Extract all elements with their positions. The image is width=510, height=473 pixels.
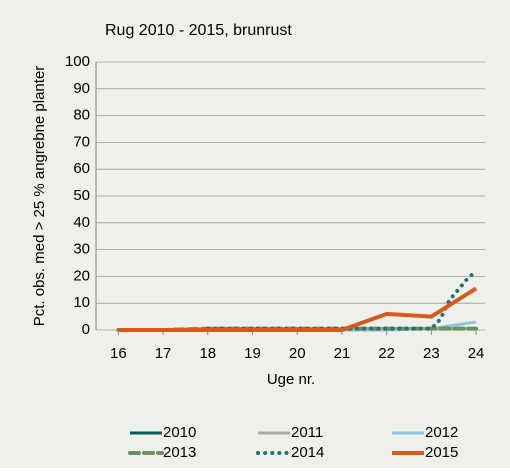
y-tick-label: 100 xyxy=(65,53,90,70)
x-tick-label: 16 xyxy=(110,345,127,362)
y-tick-label: 90 xyxy=(73,80,90,97)
y-tick-label: 40 xyxy=(73,214,90,231)
legend-label: 2013 xyxy=(163,444,196,461)
x-axis-label: Uge nr. xyxy=(267,371,315,388)
chart-title: Rug 2010 - 2015, brunrust xyxy=(105,22,292,39)
x-tick-label: 19 xyxy=(244,345,261,362)
x-tick-label: 20 xyxy=(289,345,306,362)
x-tick-label: 18 xyxy=(199,345,216,362)
y-tick-label: 30 xyxy=(73,241,90,258)
legend-label: 2014 xyxy=(291,444,324,461)
y-tick-label: 60 xyxy=(73,160,90,177)
series-line xyxy=(118,286,478,332)
y-tick-label: 10 xyxy=(73,294,90,311)
y-tick-label: 20 xyxy=(73,267,90,284)
legend-label: 2011 xyxy=(291,424,323,441)
legend-label: 2010 xyxy=(163,424,196,441)
series-line xyxy=(205,269,479,331)
x-tick-label: 21 xyxy=(334,345,351,362)
x-tick-label: 17 xyxy=(155,345,172,362)
y-tick-label: 70 xyxy=(73,133,90,150)
y-tick-label: 80 xyxy=(73,107,90,124)
legend-label: 2012 xyxy=(425,424,458,441)
x-tick-label: 22 xyxy=(378,345,395,362)
legend-label: 2015 xyxy=(425,444,458,461)
y-axis-label: Pct. obs. med > 25 % angrebne planter xyxy=(31,66,48,327)
y-tick-label: 50 xyxy=(73,187,90,204)
x-tick-label: 24 xyxy=(468,345,485,362)
x-tick-label: 23 xyxy=(423,345,440,362)
y-tick-label: 0 xyxy=(82,321,90,338)
